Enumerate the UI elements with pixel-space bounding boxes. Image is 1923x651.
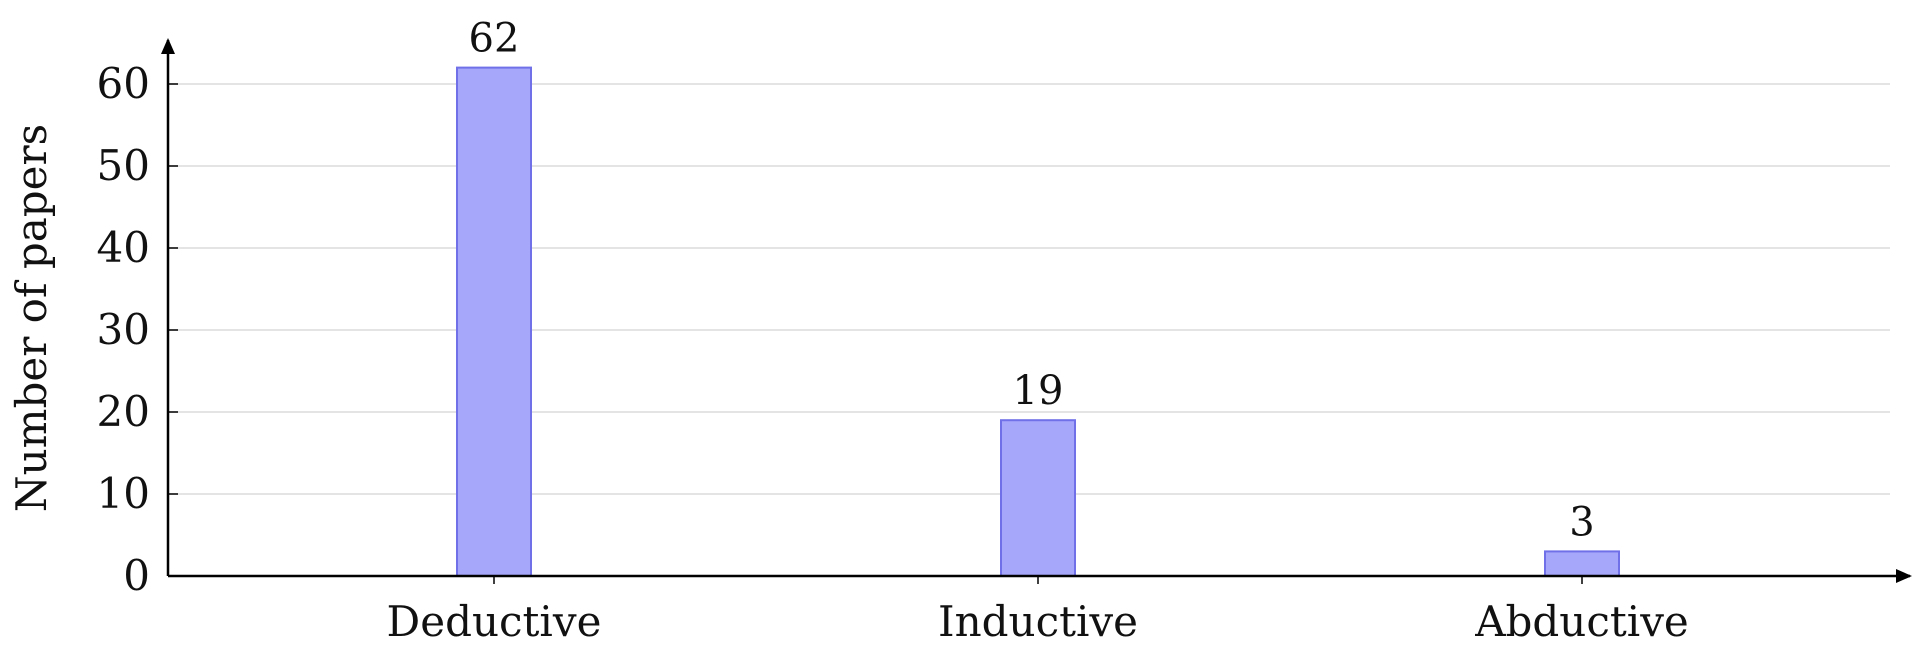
x-axis-arrowhead — [1896, 569, 1912, 583]
y-axis-arrowhead — [161, 38, 175, 54]
y-ticks: 0 10 20 30 40 50 60 — [97, 59, 178, 600]
data-label: 19 — [1013, 368, 1064, 414]
y-tick-label: 10 — [97, 469, 150, 518]
bar-inductive — [1000, 419, 1076, 578]
y-tick-label: 50 — [97, 141, 150, 190]
x-category-label: Inductive — [938, 597, 1138, 646]
y-tick-label: 30 — [97, 305, 150, 354]
data-labels: 62 19 3 — [469, 16, 1595, 546]
data-label: 62 — [469, 16, 520, 62]
data-label: 3 — [1569, 499, 1594, 545]
y-tick-label: 40 — [97, 223, 150, 272]
y-tick-label: 60 — [97, 59, 150, 108]
bar-abductive — [1544, 550, 1620, 578]
x-category-label: Abductive — [1474, 597, 1689, 646]
y-tick-label: 0 — [123, 551, 150, 600]
bar-deductive — [456, 66, 532, 577]
y-axis-title: Number of papers — [7, 124, 56, 512]
bars — [456, 66, 1620, 578]
axes — [161, 38, 1912, 583]
x-ticks: Deductive Inductive Abductive — [387, 576, 1689, 646]
grid-lines — [168, 83, 1890, 495]
y-tick-label: 20 — [97, 387, 150, 436]
x-category-label: Deductive — [387, 597, 602, 646]
